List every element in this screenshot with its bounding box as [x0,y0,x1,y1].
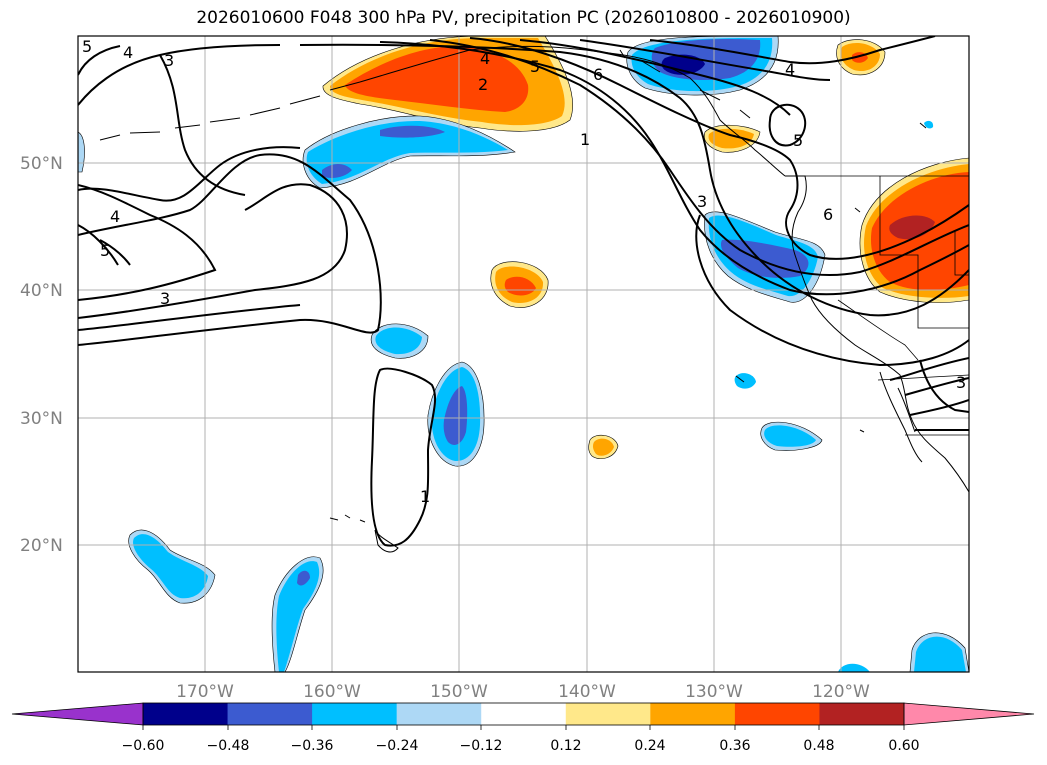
lat-label-40n: 40°N [20,281,63,301]
cbar-tick-label: −0.48 [207,738,250,754]
colorbar-segment [819,703,905,725]
coastlines [99,45,969,553]
negative-region-29n-2 [764,425,816,447]
colorbar-segment [565,703,651,725]
latitude-labels: 20°N 30°N 40°N 50°N [20,154,63,556]
colorbar-outline [142,702,905,726]
graticule [78,36,969,672]
longitude-labels: 170°W 160°W 150°W 140°W 130°W 120°W [176,682,870,702]
map-content: 5 4 3 2 1 4 5 6 4 5 3 6 4 5 3 1 3 [78,36,969,672]
colorbar-segment [734,703,820,725]
cbar-tick-label: 0.24 [634,738,665,754]
negative-region-33n [734,373,756,389]
lat-label-20n: 20°N [20,536,63,556]
pv-contours [78,36,969,547]
contour-label: 3 [956,373,966,392]
cbar-tick-label: −0.24 [376,738,419,754]
contour-label: 3 [697,192,707,211]
colorbar-segment [227,703,313,725]
lon-label-150w: 150°W [430,682,488,702]
cbar-tick-label: −0.36 [291,738,334,754]
lon-label-120w: 120°W [812,682,870,702]
lat-label-30n: 30°N [20,409,63,429]
contour-label: 6 [823,205,833,224]
cbar-tick-label: 0.48 [803,738,834,754]
colorbar-extend-low [11,702,144,726]
positive-region-gulf-alaska-3 [345,46,529,112]
negative-region-subtropical-3 [443,386,468,445]
colorbar-segment [650,703,736,725]
negative-region-alaska-panhandle-4 [661,54,705,75]
contour-label: 4 [110,207,120,226]
negative-region-12n-c [914,636,966,672]
colorbar: −0.60 −0.48 −0.36 −0.24 −0.12 0.12 0.24 … [11,702,1035,754]
contour-label: 4 [123,43,133,62]
lon-label-140w: 140°W [558,682,616,702]
cbar-tick-label: −0.60 [122,738,165,754]
contour-label: 2 [478,75,488,94]
contour-label: 1 [420,487,430,506]
negative-region-12n-a [838,663,870,672]
colorbar-extend-high [903,702,1035,726]
colorbar-segments [143,703,905,725]
map-frame [77,35,970,673]
negative-region-north-pacific-3 [322,125,445,178]
negative-region-15n-west-3 [297,570,310,586]
contour-label: 5 [530,57,540,76]
contour-label: 4 [785,60,795,79]
contour-label: 4 [480,49,490,68]
contour-label: 5 [100,241,110,260]
colorbar-segment [396,703,482,725]
colorbar-segment [143,703,229,725]
negative-region-dateline [78,131,85,173]
contour-label: 6 [593,65,603,84]
contour-label: 1 [580,130,590,149]
colorbar-tick-labels: −0.60 −0.48 −0.36 −0.24 −0.12 0.12 0.24 … [122,738,920,754]
contour-label: 5 [82,37,92,56]
colorbar-segment [481,703,567,725]
negative-region-north-pacific-2 [306,120,508,184]
colorbar-segment [312,703,398,725]
negative-region-15n-west-2 [276,561,320,672]
lon-label-170w: 170°W [176,682,234,702]
contour-label: 3 [160,289,170,308]
cbar-tick-label: 0.60 [888,738,919,754]
negative-region-small-alaska [924,120,934,129]
positive-region-central-pacific-3 [504,276,536,296]
lon-label-160w: 160°W [303,682,361,702]
contour-labels: 5 4 3 2 1 4 5 6 4 5 3 6 4 5 3 1 3 [82,37,966,506]
cbar-tick-label: −0.12 [460,738,503,754]
colorbar-ticks [142,725,905,730]
contour-label: 5 [793,131,803,150]
lon-label-130w: 130°W [685,682,743,702]
cbar-tick-label: 0.12 [550,738,581,754]
negative-region-hawaii-north-2 [375,327,422,355]
positive-region-vancouver-2 [708,128,754,149]
map-title: 2026010600 F048 300 hPa PV, precipitatio… [196,8,851,28]
cbar-tick-label: 0.36 [719,738,750,754]
contour-label: 3 [164,51,174,70]
negative-region-19n-west-2 [133,534,208,599]
lat-label-50n: 50°N [20,154,63,174]
positive-region-27n-2 [592,438,614,456]
